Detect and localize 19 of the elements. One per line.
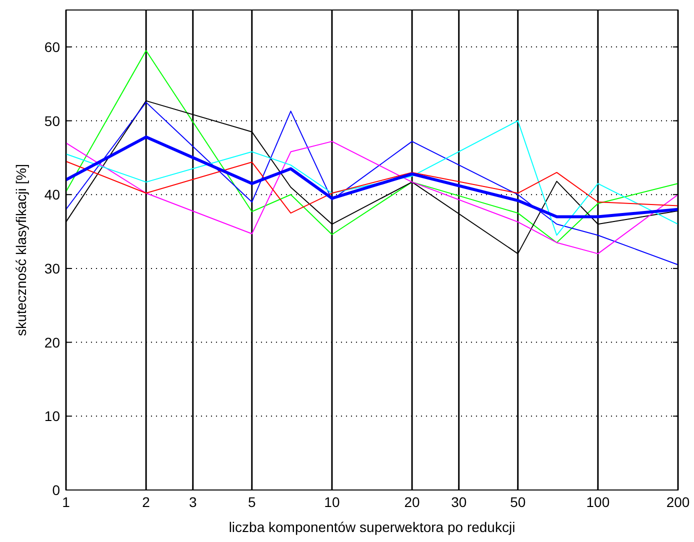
- x-tick-label: 30: [451, 494, 467, 510]
- x-tick-label: 100: [586, 494, 610, 510]
- x-axis-title: liczba komponentów superwektora po redukcji: [228, 519, 516, 535]
- y-tick-label: 10: [44, 408, 60, 424]
- y-tick-label: 50: [44, 112, 60, 129]
- y-tick-label: 30: [44, 260, 60, 276]
- x-tick-label: 50: [510, 494, 526, 510]
- y-axis-title: skuteczność klasyfikacji [%]: [13, 164, 29, 336]
- y-tick-label: 0: [52, 482, 60, 498]
- x-tick-label: 200: [666, 494, 690, 510]
- x-tick-label: 20: [404, 494, 420, 510]
- x-tick-label: 5: [248, 494, 256, 510]
- x-tick-label: 1: [62, 494, 70, 510]
- y-tick-label: 40: [44, 186, 60, 203]
- x-tick-label: 2: [142, 494, 150, 510]
- x-tick-label: 10: [324, 494, 340, 510]
- x-tick-label: 3: [189, 494, 197, 510]
- y-tick-label: 20: [44, 334, 60, 350]
- y-tick-label: 60: [44, 38, 60, 55]
